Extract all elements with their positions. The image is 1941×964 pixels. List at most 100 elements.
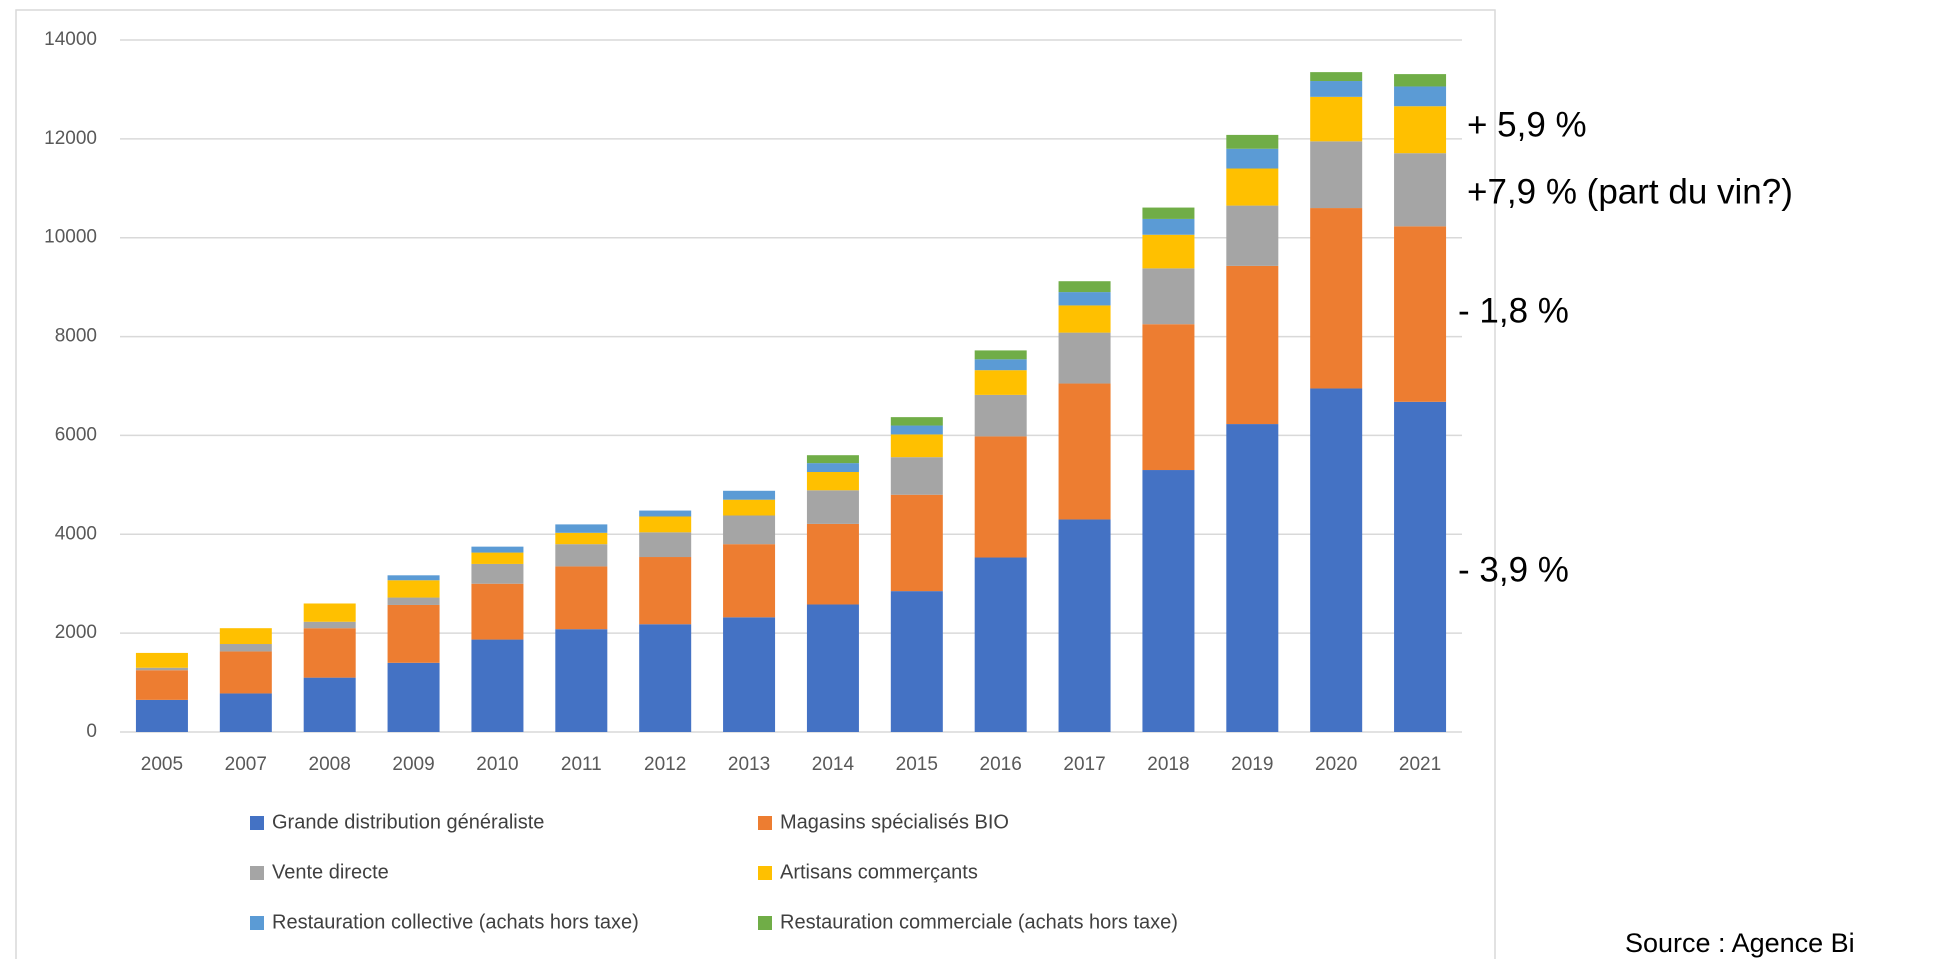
x-tick-label: 2012 — [644, 754, 686, 775]
x-tick-label: 2021 — [1399, 754, 1441, 775]
bar-segment — [974, 370, 1027, 395]
bar-segment — [890, 591, 943, 732]
bar-segment — [219, 644, 272, 652]
bar-segment — [639, 532, 692, 558]
bar-segment — [974, 394, 1027, 437]
x-tick-label: 2005 — [141, 754, 183, 775]
bar-segment — [135, 670, 188, 700]
bar-segment — [1142, 218, 1195, 235]
bar-segment — [723, 499, 776, 516]
bar-segment — [1142, 470, 1195, 732]
bar-segment — [303, 621, 356, 629]
bar-segment — [1142, 324, 1195, 471]
annotation: - 3,9 % — [1458, 550, 1569, 589]
bar-segment — [1394, 86, 1447, 107]
bar-segment — [555, 629, 608, 732]
bar-segment — [303, 603, 356, 622]
bar-segment — [555, 544, 608, 567]
bar-segment — [1226, 168, 1279, 206]
bar-segment — [1394, 226, 1447, 402]
bar-segment — [1058, 305, 1111, 333]
x-tick-label: 2007 — [225, 754, 267, 775]
bar-segment — [1142, 268, 1195, 325]
legend-label: Restauration collective (achats hors tax… — [272, 911, 639, 933]
legend-label: Grande distribution généraliste — [272, 811, 544, 833]
y-tick-label: 8000 — [55, 326, 97, 347]
bar-segment — [219, 693, 272, 732]
bar-segment — [1310, 96, 1363, 142]
y-tick-label: 0 — [86, 721, 97, 742]
y-tick-label: 2000 — [55, 622, 97, 643]
bar-segment — [1394, 106, 1447, 154]
legend-label: Vente directe — [272, 861, 389, 883]
annotation: + 5,9 % — [1467, 105, 1587, 144]
bar-segment — [303, 677, 356, 732]
legend-label: Magasins spécialisés BIO — [780, 811, 1009, 833]
bar-segment — [806, 455, 859, 464]
legend-swatch — [250, 816, 264, 830]
bar-segment — [1310, 388, 1363, 732]
bar-segment — [1058, 281, 1111, 293]
bar-segment — [806, 490, 859, 524]
x-tick-label: 2010 — [476, 754, 518, 775]
bar-segment — [387, 662, 440, 732]
annotation: Source : Agence Bi — [1625, 928, 1855, 958]
bar-segment — [723, 617, 776, 732]
x-tick-label: 2008 — [309, 754, 351, 775]
bar-segment — [974, 557, 1027, 732]
bar-segment — [471, 563, 524, 584]
bar-segment — [1394, 153, 1447, 227]
bar-segment — [1058, 332, 1111, 384]
x-tick-label: 2020 — [1315, 754, 1357, 775]
bar-segment — [1226, 134, 1279, 149]
y-tick-label: 6000 — [55, 424, 97, 445]
bar-segment — [1142, 207, 1195, 219]
x-tick-label: 2019 — [1231, 754, 1273, 775]
bar-segment — [723, 544, 776, 618]
bar-segment — [1058, 292, 1111, 306]
bar-segment — [219, 628, 272, 645]
bar-segment — [1142, 234, 1195, 269]
legend-swatch — [758, 916, 772, 930]
bar-segment — [974, 436, 1027, 558]
x-tick-label: 2016 — [980, 754, 1022, 775]
bar-segment — [555, 524, 608, 533]
annotation: +7,9 % (part du vin?) — [1467, 172, 1793, 211]
bar-segment — [890, 425, 943, 435]
bar-segment — [806, 472, 859, 491]
bar-segment — [135, 699, 188, 732]
bar-segment — [1310, 208, 1363, 389]
legend-swatch — [250, 916, 264, 930]
bar-segment — [1394, 401, 1447, 732]
y-tick-label: 10000 — [44, 227, 97, 248]
bar-segment — [723, 490, 776, 500]
bar-segment — [471, 546, 524, 553]
bar-segment — [890, 434, 943, 458]
bar-segment — [555, 532, 608, 545]
bar-segment — [890, 494, 943, 592]
x-tick-label: 2014 — [812, 754, 855, 775]
x-tick-label: 2017 — [1063, 754, 1105, 775]
legend-label: Restauration commerciale (achats hors ta… — [780, 911, 1178, 933]
bar-segment — [639, 557, 692, 625]
bar-segment — [1310, 141, 1363, 209]
x-tick-label: 2015 — [896, 754, 938, 775]
bar-segment — [806, 604, 859, 732]
y-tick-label: 12000 — [44, 128, 97, 149]
bar-segment — [219, 651, 272, 694]
bar-segment — [555, 566, 608, 630]
bar-segment — [1226, 265, 1279, 425]
bar-segment — [1226, 424, 1279, 732]
bar-segment — [303, 628, 356, 678]
bar-segment — [1226, 148, 1279, 169]
bar-segment — [1394, 74, 1447, 87]
bar-segment — [387, 597, 440, 605]
bar-segment — [387, 580, 440, 598]
x-tick-label: 2009 — [392, 754, 434, 775]
legend-swatch — [758, 866, 772, 880]
x-tick-label: 2018 — [1147, 754, 1189, 775]
legend-label: Artisans commerçants — [780, 861, 978, 883]
bar-segment — [471, 583, 524, 640]
bar-segment — [1310, 72, 1363, 82]
